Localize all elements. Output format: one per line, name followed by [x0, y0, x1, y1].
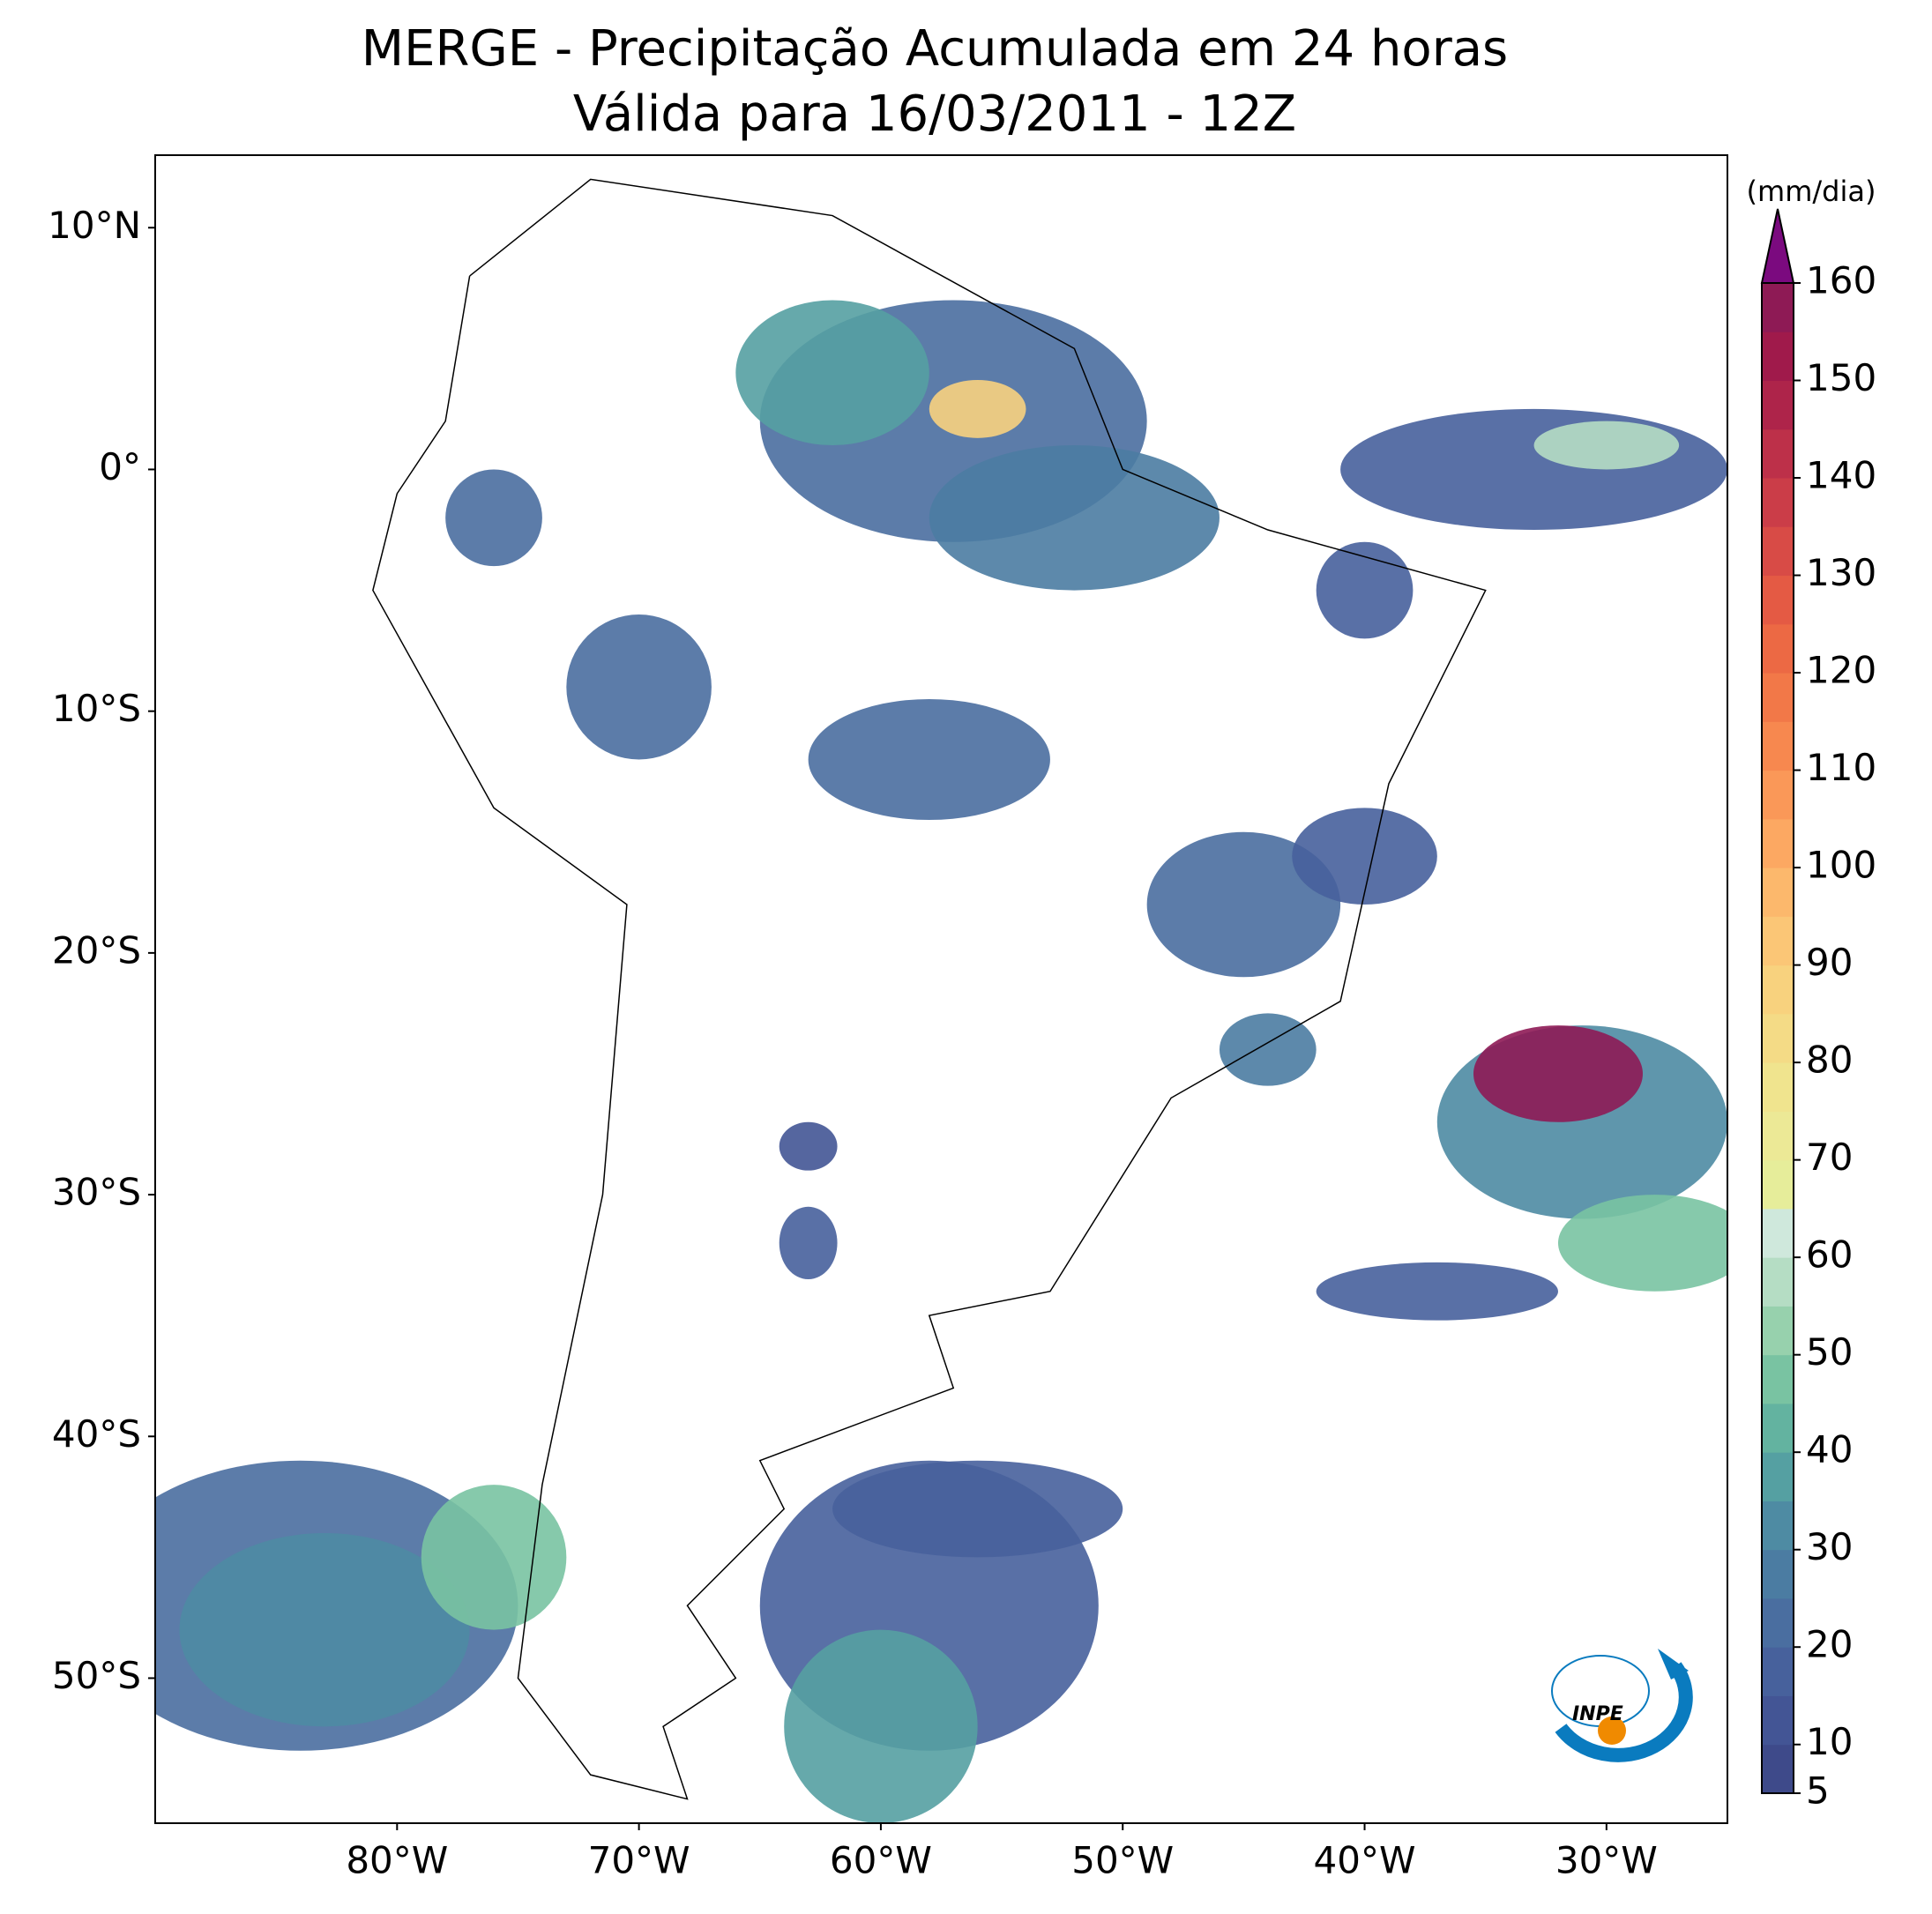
- colorbar-label: 120: [1806, 649, 1876, 692]
- colorbar-label: 70: [1806, 1136, 1853, 1179]
- colorbar-label: 50: [1806, 1330, 1853, 1374]
- colorbar-label: 60: [1806, 1233, 1853, 1277]
- colorbar-band: [1762, 770, 1794, 820]
- lat-label: 20°S: [52, 928, 141, 972]
- colorbar-band: [1762, 380, 1794, 430]
- colorbar-label: 160: [1806, 259, 1876, 302]
- lat-label: 40°S: [52, 1412, 141, 1456]
- rain-area: [1146, 831, 1341, 978]
- colorbar-band: [1762, 283, 1794, 332]
- colorbar-label: 20: [1806, 1623, 1853, 1666]
- colorbar-label: 40: [1806, 1428, 1853, 1471]
- colorbar-band: [1762, 575, 1794, 625]
- rain-area: [735, 300, 929, 446]
- colorbar-label: 130: [1806, 551, 1876, 594]
- colorbar-band: [1762, 478, 1794, 527]
- rain-area: [1292, 808, 1437, 905]
- rain-area: [1558, 1195, 1727, 1292]
- coastline: [372, 178, 1487, 1800]
- lon-label: 80°W: [346, 1839, 448, 1882]
- rain-area: [1340, 408, 1727, 531]
- colorbar-band: [1762, 964, 1794, 1015]
- lat-label: 10°S: [52, 687, 141, 730]
- colorbar-band: [1762, 1306, 1794, 1356]
- rain-area: [1533, 421, 1680, 470]
- rain-area: [1219, 1013, 1317, 1086]
- rain-area: [1316, 541, 1414, 639]
- colorbar-label: 150: [1806, 356, 1876, 399]
- map-frame: [154, 154, 1728, 1824]
- rain-area: [566, 614, 712, 760]
- rain-area: [929, 445, 1220, 591]
- colorbar-label: 100: [1806, 844, 1876, 887]
- colorbar-band: [1762, 1159, 1794, 1210]
- lon-label: 50°W: [1071, 1839, 1174, 1882]
- title: MERGE - Precipitação Acumulada em 24 hor…: [362, 20, 1508, 78]
- lat-label: 0°: [99, 445, 141, 488]
- colorbar-band: [1762, 868, 1794, 917]
- colorbar-band: [1762, 331, 1794, 382]
- colorbar-label: 30: [1806, 1525, 1853, 1568]
- colorbar-label: 5: [1806, 1769, 1830, 1813]
- lon-label: 40°W: [1314, 1839, 1416, 1882]
- lon-label: 30°W: [1555, 1839, 1658, 1882]
- colorbar-band: [1762, 1549, 1794, 1599]
- map-area: [155, 178, 1727, 1823]
- colorbar-band: [1762, 428, 1794, 479]
- colorbar-extend: [1760, 208, 1795, 284]
- logo-text: INPE: [1572, 1703, 1623, 1725]
- lat-label: 10°N: [48, 204, 141, 247]
- logo: INPE: [1551, 1649, 1693, 1762]
- rain-area: [832, 1460, 1123, 1558]
- rain-area: [179, 1532, 470, 1727]
- colorbar-band: [1762, 526, 1794, 577]
- rain-area: [421, 1485, 567, 1630]
- colorbar-band: [1762, 1354, 1794, 1404]
- rain-area: [808, 698, 1050, 821]
- colorbar-band: [1762, 1695, 1794, 1746]
- subtitle: Válida para 16/03/2011 - 12Z: [573, 86, 1296, 143]
- colorbar-label: 90: [1806, 941, 1853, 984]
- lat-label: 30°S: [52, 1171, 141, 1214]
- colorbar-band: [1762, 623, 1794, 674]
- colorbar-label: 110: [1806, 746, 1876, 789]
- colorbar-band: [1762, 721, 1794, 771]
- colorbar-band: [1762, 1452, 1794, 1501]
- colorbar-label: 10: [1806, 1720, 1853, 1763]
- colorbar-band: [1762, 916, 1794, 966]
- rain-area: [779, 1121, 838, 1171]
- colorbar-frame: [1761, 282, 1794, 1794]
- colorbar-band: [1762, 1208, 1794, 1258]
- colorbar-label: 80: [1806, 1039, 1853, 1082]
- colorbar-band: [1762, 1744, 1794, 1794]
- colorbar-band: [1762, 1597, 1794, 1648]
- rain-area: [1316, 1262, 1558, 1321]
- colorbar-band: [1762, 818, 1794, 868]
- colorbar-band: [1762, 1647, 1794, 1696]
- rain-area: [929, 380, 1026, 438]
- colorbar-band: [1762, 1501, 1794, 1551]
- rain-area: [779, 1206, 838, 1280]
- colorbar-band: [1762, 1257, 1794, 1307]
- rain-area: [1473, 1025, 1643, 1122]
- colorbar-band: [1762, 1062, 1794, 1112]
- lon-label: 60°W: [830, 1839, 932, 1882]
- colorbar-band: [1762, 1013, 1794, 1063]
- colorbar-band: [1762, 1111, 1794, 1161]
- lat-label: 50°S: [52, 1654, 141, 1697]
- colorbar-label: 140: [1806, 454, 1876, 497]
- colorbar-unit: (mm/dia): [1747, 175, 1876, 208]
- colorbar-band: [1762, 673, 1794, 722]
- lon-label: 70°W: [588, 1839, 690, 1882]
- rain-area: [784, 1629, 978, 1823]
- colorbar-band: [1762, 1403, 1794, 1453]
- rain-area: [445, 469, 542, 567]
